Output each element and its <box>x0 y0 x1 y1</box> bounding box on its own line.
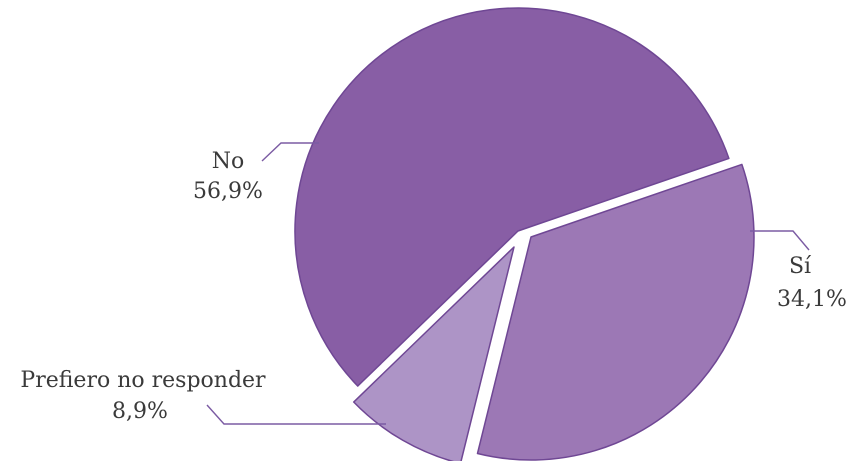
leader-line-no <box>261 142 319 162</box>
slice-label-value-prefiero: 8,9% <box>112 399 168 424</box>
slice-label-category-no: No <box>212 149 245 174</box>
slice-label-value-si: 34,1% <box>777 287 847 312</box>
slice-label-value-no: 56,9% <box>193 179 263 204</box>
slice-label-category-prefiero: Prefiero no responder <box>20 368 266 393</box>
leader-line-si <box>750 230 810 251</box>
data-labels: Sí 34,1% Prefiero no responder 8,9% No 5… <box>20 149 847 424</box>
leader-line-prefiero <box>206 404 386 425</box>
slice-label-category-si: Sí <box>789 254 812 279</box>
slice-no <box>294 7 730 387</box>
leader-lines <box>206 142 810 425</box>
pie-slices <box>294 7 755 465</box>
slice-si <box>476 163 755 461</box>
